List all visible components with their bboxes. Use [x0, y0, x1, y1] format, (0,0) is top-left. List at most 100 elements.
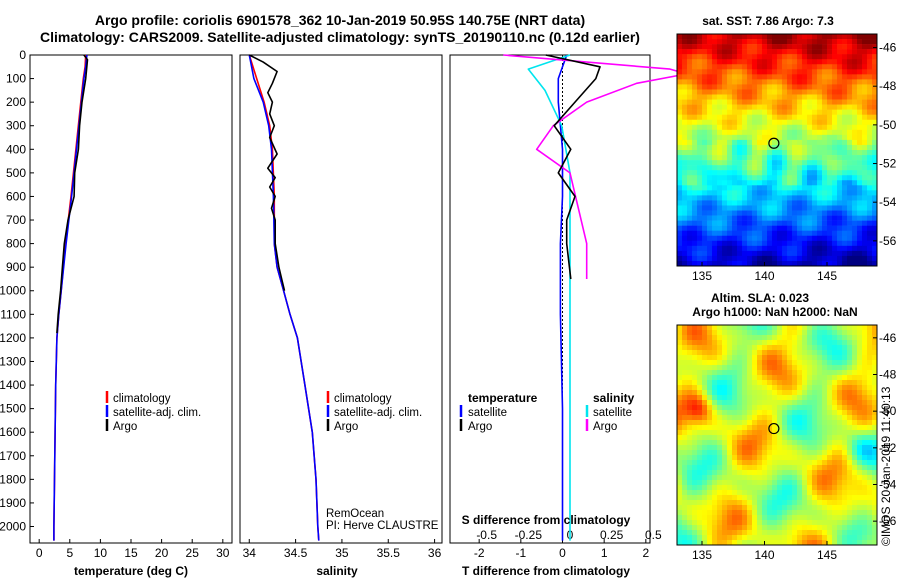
sst-heatmap-cell	[742, 200, 748, 206]
sla-heatmap-cell	[727, 425, 733, 431]
sst-heatmap-cell	[752, 139, 758, 146]
sst-heatmap-cell	[752, 104, 758, 110]
sla-heatmap-cell	[737, 325, 743, 331]
sst-heatmap-cell	[817, 170, 823, 176]
sst-heatmap-cell	[842, 245, 848, 252]
sla-heatmap-cell	[842, 430, 848, 436]
sla-heatmap-cell	[722, 345, 728, 351]
sla-heatmap-cell	[742, 470, 748, 476]
sla-heatmap-cell	[827, 425, 833, 431]
sst-heatmap-cell	[857, 185, 863, 191]
sla-heatmap-cell	[847, 410, 853, 416]
sla-heatmap-cell	[802, 465, 808, 471]
sst-heatmap-cell	[822, 94, 828, 100]
sst-heatmap-cell	[792, 215, 798, 221]
sla-heatmap-cell	[697, 455, 703, 461]
sst-heatmap-cell	[832, 54, 838, 60]
sst-heatmap-cell	[817, 49, 823, 55]
sst-heatmap-cell	[732, 54, 738, 60]
sst-heatmap-cell	[752, 260, 758, 267]
sla-heatmap-cell	[732, 535, 738, 541]
sst-heatmap-cell	[682, 134, 688, 141]
sst-heatmap-cell	[812, 74, 818, 80]
sst-heatmap-cell	[862, 260, 868, 267]
sst-heatmap-cell	[812, 235, 818, 242]
sst-heatmap-cell	[717, 134, 723, 141]
sla-heatmap-cell	[817, 325, 823, 331]
sst-heatmap-cell	[857, 79, 863, 85]
sst-heatmap-cell	[747, 220, 753, 226]
sst-heatmap-cell	[692, 69, 698, 75]
sst-heatmap-cell	[857, 260, 863, 267]
sla-heatmap-cell	[697, 350, 703, 356]
sla-heatmap-cell	[782, 470, 788, 476]
sla-heatmap-cell	[827, 415, 833, 421]
sla-heatmap-cell	[722, 460, 728, 466]
sst-heatmap-cell	[767, 104, 773, 110]
sst-heatmap-cell	[772, 240, 778, 247]
sla-heatmap-cell	[747, 530, 753, 536]
sla-heatmap-cell	[707, 500, 713, 506]
sla-heatmap-cell	[832, 505, 838, 511]
sla-heatmap-cell	[852, 365, 858, 371]
sla-heatmap-cell	[702, 360, 708, 366]
sst-heatmap-cell	[822, 74, 828, 80]
sla-heatmap-cell	[802, 540, 808, 546]
sst-heatmap-cell	[827, 185, 833, 191]
sla-heatmap-cell	[717, 405, 723, 411]
sla-heatmap-cell	[707, 350, 713, 356]
sla-heatmap-cell	[802, 350, 808, 356]
sla-heatmap-cell	[677, 440, 683, 446]
sst-heatmap-cell	[732, 180, 738, 186]
sla-heatmap-cell	[777, 395, 783, 401]
sst-heatmap-cell	[807, 69, 813, 75]
sst-heatmap-cell	[712, 144, 718, 151]
sst-heatmap-cell	[827, 94, 833, 100]
sst-heatmap-cell	[737, 34, 743, 40]
sst-heatmap-cell	[692, 235, 698, 242]
sla-heatmap-cell	[827, 350, 833, 356]
sst-heatmap-cell	[772, 139, 778, 146]
sst-heatmap-cell	[687, 124, 693, 131]
sla-heatmap-cell	[697, 540, 703, 546]
sla-heatmap-cell	[692, 370, 698, 376]
sst-heatmap-cell	[707, 124, 713, 131]
sla-heatmap-cell	[837, 520, 843, 526]
sla-heatmap-cell	[802, 455, 808, 461]
sla-heatmap-cell	[802, 415, 808, 421]
sst-heatmap-cell	[697, 84, 703, 90]
sla-heatmap-cell	[717, 535, 723, 541]
sst-heatmap-cell	[702, 195, 708, 201]
sst-heatmap-cell	[757, 84, 763, 90]
sla-heatmap-cell	[722, 510, 728, 516]
sla-heatmap-cell	[797, 510, 803, 516]
sst-heatmap-cell	[822, 195, 828, 201]
sla-heatmap-cell	[747, 440, 753, 446]
sst-heatmap-cell	[862, 195, 868, 201]
sst-heatmap-cell	[832, 245, 838, 252]
sst-heatmap-cell	[847, 114, 853, 121]
sla-heatmap-cell	[777, 430, 783, 436]
sla-heatmap-cell	[812, 345, 818, 351]
sla-heatmap-cell	[757, 465, 763, 471]
sla-heatmap-cell	[797, 355, 803, 361]
sst-heatmap-cell	[842, 74, 848, 80]
sst-heatmap-cell	[827, 255, 833, 262]
sla-heatmap-cell	[867, 480, 873, 486]
sla-heatmap-cell	[752, 505, 758, 511]
sla-heatmap-cell	[852, 465, 858, 471]
sst-heatmap-cell	[757, 74, 763, 80]
sst-heatmap-cell	[692, 215, 698, 221]
sst-heatmap-cell	[767, 49, 773, 55]
sst-heatmap-cell	[717, 260, 723, 267]
sst-heatmap-cell	[852, 99, 858, 105]
sst-heatmap-cell	[687, 89, 693, 95]
sst-heatmap-cell	[742, 84, 748, 90]
sla-heatmap-cell	[772, 355, 778, 361]
sla-heatmap-cell	[762, 400, 768, 406]
sla-heatmap-cell	[777, 385, 783, 391]
sst-heatmap-cell	[732, 245, 738, 252]
sst-heatmap-cell	[812, 170, 818, 176]
sla-heatmap-cell	[707, 495, 713, 501]
sla-heatmap-cell	[777, 450, 783, 456]
